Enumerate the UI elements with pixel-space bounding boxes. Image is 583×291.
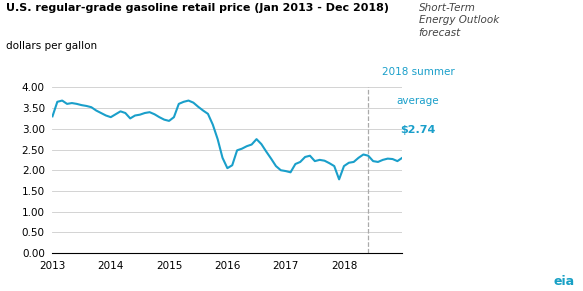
- Text: U.S. regular-grade gasoline retail price (Jan 2013 - Dec 2018): U.S. regular-grade gasoline retail price…: [6, 3, 389, 13]
- Text: 2018 summer: 2018 summer: [382, 67, 454, 77]
- Text: dollars per gallon: dollars per gallon: [6, 41, 97, 51]
- Text: $2.74: $2.74: [401, 125, 436, 135]
- Text: eia: eia: [553, 275, 574, 288]
- Text: average: average: [396, 96, 440, 106]
- Text: Short-Term
Energy Outlook
forecast: Short-Term Energy Outlook forecast: [419, 3, 499, 38]
